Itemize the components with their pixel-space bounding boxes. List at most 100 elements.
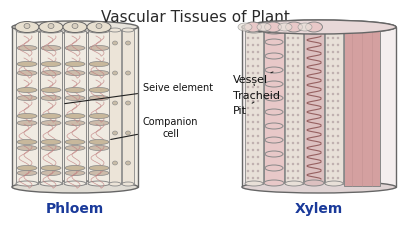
Ellipse shape <box>331 121 333 123</box>
Ellipse shape <box>326 100 328 102</box>
Ellipse shape <box>251 142 253 144</box>
Ellipse shape <box>326 128 328 130</box>
Ellipse shape <box>336 79 338 81</box>
Ellipse shape <box>286 107 289 109</box>
Ellipse shape <box>336 170 338 172</box>
Ellipse shape <box>291 86 294 88</box>
Ellipse shape <box>251 121 253 123</box>
Ellipse shape <box>326 72 328 74</box>
Ellipse shape <box>41 146 61 151</box>
Ellipse shape <box>256 86 259 88</box>
Ellipse shape <box>41 87 61 92</box>
Ellipse shape <box>303 180 323 186</box>
Ellipse shape <box>336 65 338 67</box>
Ellipse shape <box>41 45 61 50</box>
Ellipse shape <box>17 165 37 170</box>
Ellipse shape <box>286 51 289 53</box>
Ellipse shape <box>246 58 249 60</box>
Ellipse shape <box>256 72 259 74</box>
Ellipse shape <box>286 163 289 165</box>
Ellipse shape <box>286 156 289 158</box>
Ellipse shape <box>109 182 121 186</box>
Ellipse shape <box>246 79 249 81</box>
Ellipse shape <box>331 51 333 53</box>
Ellipse shape <box>246 163 249 165</box>
Ellipse shape <box>246 65 249 67</box>
Bar <box>263 31 283 183</box>
Ellipse shape <box>286 135 289 137</box>
Ellipse shape <box>331 93 333 95</box>
Ellipse shape <box>96 23 102 28</box>
Ellipse shape <box>246 170 249 172</box>
Bar <box>109 30 121 184</box>
Ellipse shape <box>291 177 294 179</box>
Ellipse shape <box>256 163 259 165</box>
Ellipse shape <box>251 51 253 53</box>
Ellipse shape <box>296 142 298 144</box>
Ellipse shape <box>112 41 117 45</box>
Ellipse shape <box>284 181 302 186</box>
Bar <box>241 27 395 187</box>
Ellipse shape <box>291 170 294 172</box>
Ellipse shape <box>89 170 109 175</box>
Ellipse shape <box>64 181 86 186</box>
Ellipse shape <box>326 37 328 39</box>
Ellipse shape <box>251 100 253 102</box>
Bar <box>88 31 110 184</box>
Ellipse shape <box>331 37 333 39</box>
Ellipse shape <box>256 128 259 130</box>
Ellipse shape <box>246 142 249 144</box>
Ellipse shape <box>65 170 85 175</box>
Ellipse shape <box>284 28 302 33</box>
Ellipse shape <box>246 51 249 53</box>
Ellipse shape <box>296 121 298 123</box>
Ellipse shape <box>291 93 294 95</box>
Ellipse shape <box>251 79 253 81</box>
Ellipse shape <box>12 181 138 193</box>
Ellipse shape <box>251 37 253 39</box>
Ellipse shape <box>109 28 121 32</box>
Ellipse shape <box>41 61 61 66</box>
Ellipse shape <box>331 58 333 60</box>
Ellipse shape <box>256 44 259 46</box>
Text: Companion
cell: Companion cell <box>110 117 198 140</box>
Ellipse shape <box>336 51 338 53</box>
Ellipse shape <box>112 131 117 135</box>
Ellipse shape <box>291 121 294 123</box>
Ellipse shape <box>336 149 338 151</box>
Ellipse shape <box>65 61 85 66</box>
Ellipse shape <box>89 140 109 145</box>
Ellipse shape <box>336 107 338 109</box>
Ellipse shape <box>331 128 333 130</box>
Ellipse shape <box>251 107 253 109</box>
Ellipse shape <box>256 121 259 123</box>
Ellipse shape <box>296 86 298 88</box>
Ellipse shape <box>291 72 294 74</box>
Bar <box>40 31 62 184</box>
Ellipse shape <box>89 96 109 101</box>
Ellipse shape <box>336 156 338 158</box>
Ellipse shape <box>17 146 37 151</box>
Ellipse shape <box>336 128 338 130</box>
Ellipse shape <box>336 86 338 88</box>
Ellipse shape <box>41 120 61 125</box>
Ellipse shape <box>296 107 298 109</box>
Ellipse shape <box>331 65 333 67</box>
Ellipse shape <box>39 22 63 33</box>
Ellipse shape <box>256 65 259 67</box>
Ellipse shape <box>331 72 333 74</box>
Ellipse shape <box>326 149 328 151</box>
Ellipse shape <box>251 93 253 95</box>
Ellipse shape <box>89 165 109 170</box>
Ellipse shape <box>291 44 294 46</box>
Ellipse shape <box>336 135 338 137</box>
Ellipse shape <box>326 79 328 81</box>
Ellipse shape <box>296 51 298 53</box>
Text: Tracheid: Tracheid <box>233 84 279 101</box>
Ellipse shape <box>17 170 37 175</box>
Ellipse shape <box>244 22 261 32</box>
Ellipse shape <box>286 37 289 39</box>
Bar <box>16 31 38 184</box>
Bar <box>244 31 262 184</box>
Ellipse shape <box>244 28 262 33</box>
